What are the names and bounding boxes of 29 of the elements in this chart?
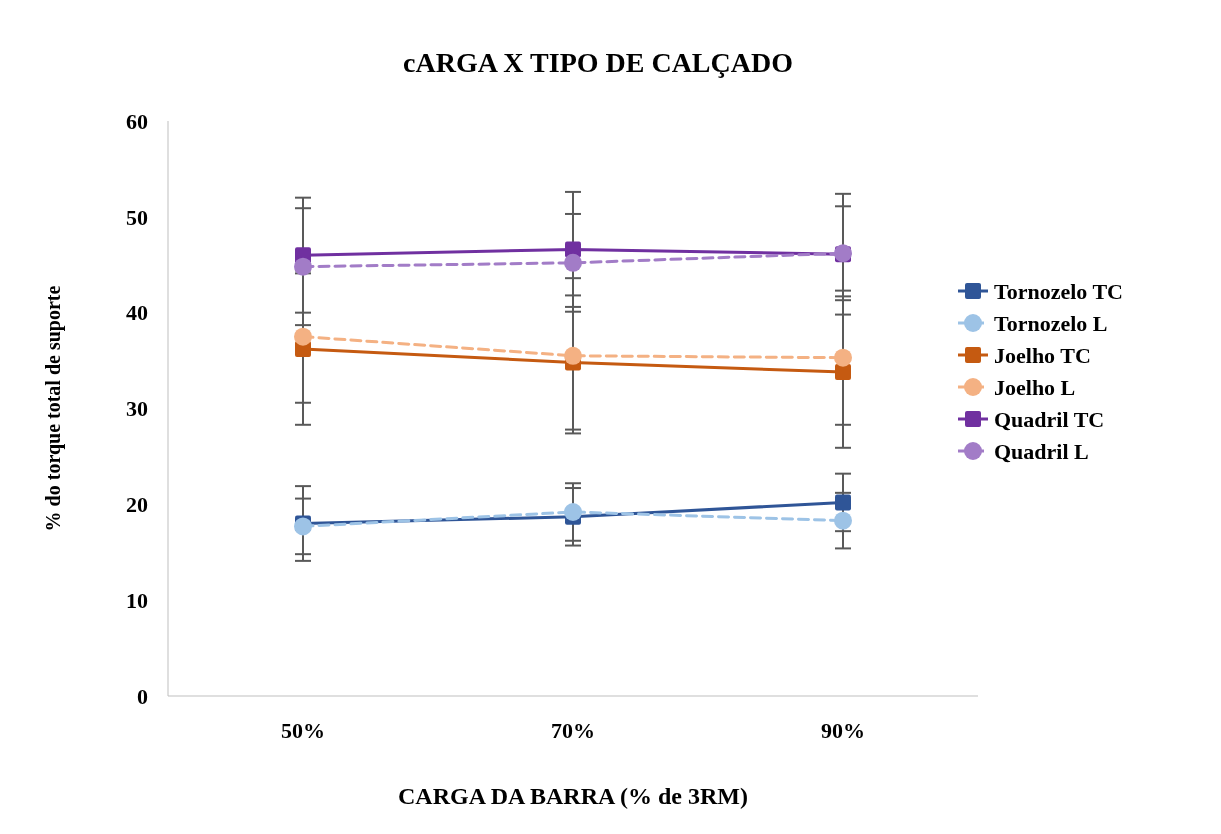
y-tick-label: 40: [126, 300, 148, 326]
y-tick-label: 30: [126, 396, 148, 422]
x-tick-label: 70%: [551, 718, 595, 743]
point: [835, 364, 851, 381]
x-axis-title: CARGA DA BARRA (% de 3RM): [398, 783, 748, 809]
y-tick-label: 50: [126, 204, 148, 230]
point: [294, 257, 312, 276]
point: [564, 503, 582, 521]
y-tick-label: 10: [126, 587, 148, 613]
point: [564, 253, 582, 272]
legend-label: Tornozelo TC: [994, 278, 1123, 304]
y-axis-title: % do torque total de suporte: [42, 285, 65, 532]
point: [835, 494, 851, 511]
chart-title: cARGA X TIPO DE CALÇADO: [403, 47, 793, 78]
point: [834, 348, 852, 367]
legend-label: Quadril L: [994, 438, 1089, 464]
point: [834, 511, 852, 530]
x-tick-label: 50%: [281, 718, 325, 743]
legend-label: Quadril TC: [994, 406, 1105, 432]
point: [294, 327, 312, 346]
legend-label: Tornozelo L: [994, 310, 1108, 336]
legend-label: Joelho TC: [994, 342, 1091, 368]
y-tick-label: 0: [137, 683, 148, 709]
y-tick-label: 20: [126, 492, 148, 518]
point: [294, 517, 312, 536]
point: [564, 346, 582, 365]
x-tick-label: 90%: [821, 718, 865, 743]
legend-label: Joelho L: [994, 374, 1076, 400]
y-tick-label: 60: [126, 108, 148, 134]
